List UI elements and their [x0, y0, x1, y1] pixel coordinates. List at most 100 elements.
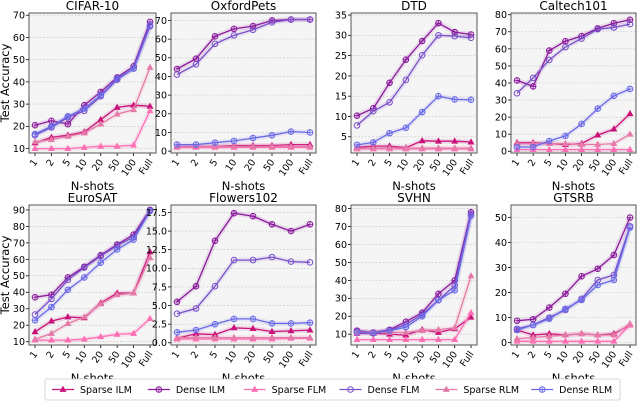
data-point: [386, 79, 393, 87]
y-tick-label: 0: [501, 147, 507, 158]
marker-cross: [403, 125, 409, 131]
data-point: [97, 91, 105, 99]
marker-cross: [611, 277, 617, 283]
data-point: [467, 144, 475, 151]
data-point: [113, 75, 121, 82]
data-point: [306, 221, 314, 228]
data-point: [146, 63, 154, 70]
series-line: [357, 312, 472, 341]
data-point: [80, 264, 88, 271]
data-point: [626, 214, 634, 221]
data-point: [451, 286, 459, 294]
x-tick-label: 20: [571, 349, 587, 365]
x-tick-label: 1: [350, 349, 362, 360]
data-point: [561, 337, 569, 344]
x-tick-label: 1: [28, 157, 40, 168]
y-tick-label: 40: [495, 238, 507, 249]
marker-circle: [211, 40, 219, 48]
x-tick-label: 1: [510, 157, 522, 168]
data-point: [402, 335, 410, 343]
data-point: [434, 335, 442, 343]
data-point: [418, 51, 426, 59]
data-point: [578, 140, 586, 147]
data-point: [173, 71, 181, 78]
data-point: [31, 316, 39, 324]
data-point: [386, 98, 393, 106]
y-tick-label: 20: [13, 321, 25, 332]
data-point: [287, 142, 295, 149]
plot-background: [171, 13, 316, 153]
y-tick-label: 40: [13, 288, 25, 299]
data-point: [31, 328, 39, 335]
data-point: [594, 105, 602, 112]
marker-cross: [562, 38, 569, 44]
marker-cross: [546, 315, 553, 322]
data-point: [268, 320, 276, 327]
data-point: [386, 129, 393, 137]
data-point: [113, 142, 121, 149]
x-tick-label: 2: [366, 349, 378, 360]
marker-circle: [402, 76, 410, 84]
marker-circle: [173, 310, 181, 318]
y-tick-label: 70: [13, 11, 25, 22]
data-point: [402, 323, 410, 331]
data-point: [287, 327, 295, 334]
data-point: [211, 333, 219, 340]
data-point: [146, 207, 154, 215]
marker-cross: [269, 132, 275, 139]
marker-cross: [212, 33, 218, 40]
x-tick-label: 20: [90, 349, 106, 365]
data-point: [467, 308, 475, 316]
data-point: [513, 143, 521, 151]
data-point: [31, 335, 39, 342]
marker-circle: [513, 89, 521, 97]
data-point: [562, 305, 569, 313]
marker-cross: [627, 214, 633, 221]
data-point: [467, 212, 475, 220]
marker-circle: [211, 282, 219, 290]
data-point: [402, 124, 410, 132]
x-tick-label: 2: [44, 349, 56, 360]
data-point: [562, 290, 569, 298]
x-tick-label: 100: [277, 349, 296, 370]
y-tick-label: 12.5: [146, 245, 167, 256]
marker-cross: [627, 224, 633, 231]
marker-cross: [288, 228, 294, 234]
marker-cross: [468, 97, 474, 103]
x-tick-label: 5: [542, 349, 554, 360]
data-point: [80, 274, 88, 281]
marker-circle: [287, 258, 295, 265]
data-point: [529, 143, 537, 151]
marker-cross: [250, 316, 256, 322]
data-point: [418, 137, 426, 144]
marker-cross: [32, 131, 38, 137]
data-point: [287, 320, 295, 327]
data-point: [369, 335, 377, 343]
marker-cross: [114, 75, 120, 82]
subplot-title: Caltech101: [539, 0, 607, 13]
series-dense-rlm: [513, 224, 634, 334]
marker-cross: [48, 304, 55, 310]
marker-cross: [530, 322, 536, 328]
y-tick-label: 10: [495, 130, 507, 141]
data-point: [97, 332, 105, 340]
data-point: [610, 145, 618, 152]
series-line: [517, 324, 631, 342]
data-point: [626, 145, 634, 152]
marker-cross: [212, 139, 218, 146]
legend-box: [44, 378, 621, 401]
data-point: [306, 326, 314, 333]
data-point: [451, 96, 459, 103]
marker-cross: [65, 287, 71, 293]
marker-cross: [419, 109, 425, 115]
data-point: [513, 334, 521, 342]
marker-cross: [147, 22, 153, 29]
y-tick-label: 30: [495, 263, 507, 274]
series-dense-rlm: [513, 85, 634, 151]
data-point: [435, 296, 442, 304]
x-tick-label: 1: [510, 349, 522, 360]
data-point: [287, 16, 295, 23]
series-dense-rlm: [31, 207, 154, 324]
data-point: [31, 144, 39, 151]
y-tick-label: 80: [495, 10, 507, 21]
